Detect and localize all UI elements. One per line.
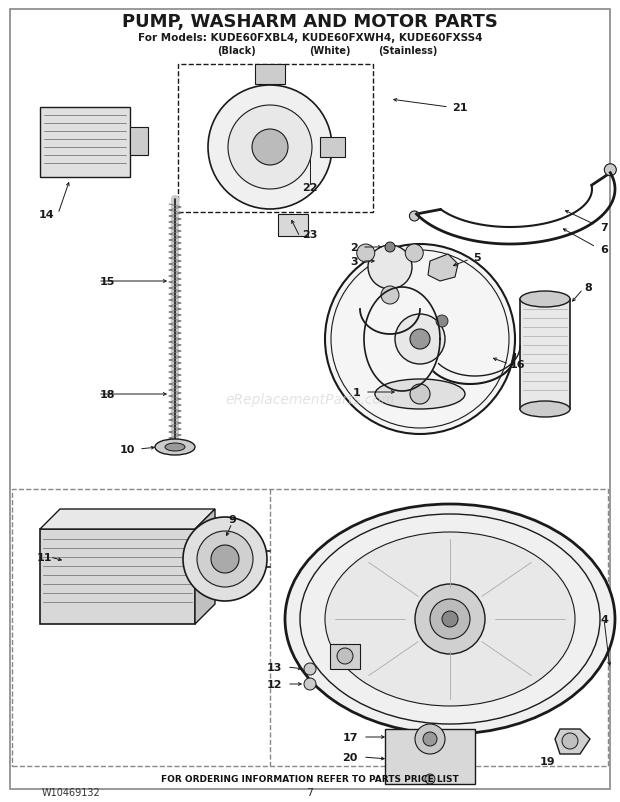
Text: 14: 14 bbox=[38, 210, 54, 220]
Text: 3: 3 bbox=[350, 257, 358, 267]
Circle shape bbox=[425, 774, 435, 784]
Circle shape bbox=[381, 286, 399, 305]
Text: 21: 21 bbox=[452, 103, 467, 113]
Text: 20: 20 bbox=[343, 752, 358, 762]
Circle shape bbox=[442, 611, 458, 627]
Text: 9: 9 bbox=[228, 514, 236, 525]
Circle shape bbox=[228, 106, 312, 190]
Text: 13: 13 bbox=[267, 662, 282, 672]
Bar bbox=[40, 529, 195, 624]
Circle shape bbox=[395, 314, 445, 365]
Circle shape bbox=[604, 164, 616, 176]
Text: (Stainless): (Stainless) bbox=[378, 46, 438, 56]
Text: 23: 23 bbox=[302, 229, 317, 240]
Text: 22: 22 bbox=[302, 183, 317, 192]
Circle shape bbox=[331, 251, 509, 428]
Ellipse shape bbox=[520, 402, 570, 418]
Bar bbox=[178, 65, 373, 213]
Circle shape bbox=[436, 316, 448, 327]
Ellipse shape bbox=[285, 504, 615, 734]
Circle shape bbox=[252, 130, 288, 166]
Text: (Black): (Black) bbox=[218, 46, 257, 56]
Bar bbox=[320, 138, 345, 158]
Circle shape bbox=[368, 245, 412, 290]
Circle shape bbox=[415, 724, 445, 754]
Text: 17: 17 bbox=[342, 732, 358, 742]
Text: 7: 7 bbox=[600, 223, 608, 233]
Circle shape bbox=[409, 212, 420, 221]
Polygon shape bbox=[428, 255, 458, 282]
Text: W10469132: W10469132 bbox=[42, 787, 101, 797]
Circle shape bbox=[405, 245, 423, 263]
Circle shape bbox=[415, 585, 485, 654]
Bar bbox=[255, 65, 285, 85]
Circle shape bbox=[410, 384, 430, 404]
Text: 1: 1 bbox=[352, 387, 360, 398]
Bar bbox=[330, 644, 360, 669]
Text: 4: 4 bbox=[600, 614, 608, 624]
Bar bbox=[520, 300, 570, 410]
Ellipse shape bbox=[165, 444, 185, 452]
Text: 2: 2 bbox=[350, 243, 358, 253]
Circle shape bbox=[385, 243, 395, 253]
Circle shape bbox=[423, 732, 437, 746]
Polygon shape bbox=[40, 509, 215, 529]
Polygon shape bbox=[555, 729, 590, 754]
Text: For Models: KUDE60FXBL4, KUDE60FXWH4, KUDE60FXSS4: For Models: KUDE60FXBL4, KUDE60FXWH4, KU… bbox=[138, 33, 482, 43]
Ellipse shape bbox=[155, 439, 195, 456]
Circle shape bbox=[183, 517, 267, 602]
Text: PUMP, WASHARM AND MOTOR PARTS: PUMP, WASHARM AND MOTOR PARTS bbox=[122, 13, 498, 31]
Circle shape bbox=[337, 648, 353, 664]
Bar bbox=[12, 489, 608, 766]
Circle shape bbox=[325, 245, 515, 435]
Ellipse shape bbox=[375, 379, 465, 410]
Circle shape bbox=[430, 599, 470, 639]
Bar bbox=[130, 128, 148, 156]
Circle shape bbox=[211, 545, 239, 573]
Circle shape bbox=[410, 330, 430, 350]
Text: 7: 7 bbox=[306, 787, 314, 797]
Bar bbox=[40, 107, 130, 178]
Text: 11: 11 bbox=[37, 553, 53, 562]
Circle shape bbox=[304, 678, 316, 691]
Text: (White): (White) bbox=[309, 46, 351, 56]
Text: 15: 15 bbox=[100, 277, 115, 286]
Circle shape bbox=[208, 86, 332, 210]
Bar bbox=[278, 215, 308, 237]
Text: 19: 19 bbox=[540, 756, 556, 766]
Circle shape bbox=[562, 733, 578, 749]
Text: 10: 10 bbox=[120, 444, 135, 455]
Text: 8: 8 bbox=[584, 282, 591, 293]
Polygon shape bbox=[195, 509, 215, 624]
Text: 5: 5 bbox=[473, 253, 480, 263]
Circle shape bbox=[356, 245, 374, 263]
Circle shape bbox=[304, 663, 316, 675]
Text: 16: 16 bbox=[510, 359, 526, 370]
Text: 6: 6 bbox=[600, 245, 608, 255]
Ellipse shape bbox=[325, 533, 575, 706]
Text: FOR ORDERING INFORMATION REFER TO PARTS PRICE LIST: FOR ORDERING INFORMATION REFER TO PARTS … bbox=[161, 775, 459, 784]
Text: 12: 12 bbox=[267, 679, 282, 689]
Bar bbox=[385, 729, 475, 784]
Text: eReplacementParts.com: eReplacementParts.com bbox=[225, 392, 395, 407]
Circle shape bbox=[197, 532, 253, 587]
Ellipse shape bbox=[520, 292, 570, 308]
Text: 18: 18 bbox=[100, 390, 115, 399]
